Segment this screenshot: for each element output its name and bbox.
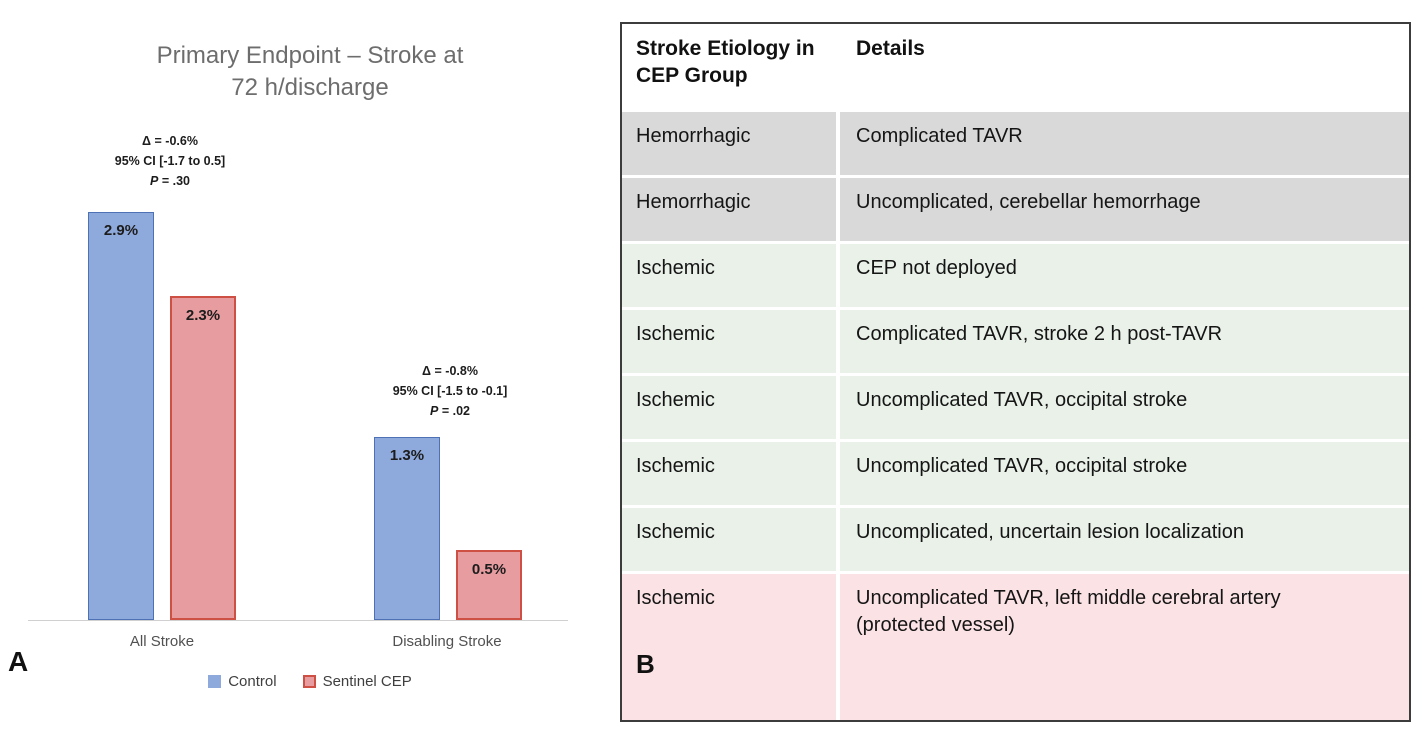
legend-item-sentinel-cep: Sentinel CEP	[302, 673, 412, 690]
plot-area: 2.9% 1.3% 2.3% 0.5%	[28, 120, 568, 621]
annotation-delta: Δ = -0.8%	[422, 364, 478, 378]
x-axis-label-disabling-stroke: Disabling Stroke	[392, 633, 502, 650]
bar-control-disabling-stroke: 1.3%	[374, 437, 440, 620]
bar-sentinel-cep-all-stroke: 2.3%	[170, 296, 236, 620]
table-row: Ischemic Complicated TAVR, stroke 2 h po…	[622, 307, 1409, 373]
header-details-column: Details	[856, 37, 925, 60]
legend-item-control: Control	[208, 673, 277, 690]
panel-a-label: A	[8, 646, 29, 677]
table-row: Hemorrhagic Uncomplicated, cerebellar he…	[622, 175, 1409, 241]
bar-sentinel-cep-disabling-stroke: 0.5%	[456, 550, 522, 620]
chart-title: Primary Endpoint – Stroke at 72 h/discha…	[156, 42, 464, 102]
details-text: Complicated TAVR	[856, 125, 1023, 147]
annotation-disabling-stroke: Δ = -0.8% 95% CI [-1.5 to -0.1] P = .02	[340, 361, 560, 421]
annotation-p-value: P = .02	[430, 404, 470, 418]
etiology-cell: Hemorrhagic	[622, 112, 840, 175]
etiology-text: Ischemic	[636, 455, 715, 477]
control-swatch-icon	[208, 675, 222, 688]
details-cell: Uncomplicated, uncertain lesion localiza…	[840, 508, 1409, 571]
table-row: Ischemic Uncomplicated, uncertain lesion…	[622, 505, 1409, 571]
etiology-cell: Ischemic	[622, 508, 840, 571]
etiology-text: Hemorrhagic	[636, 191, 751, 213]
legend-label: Control	[228, 673, 277, 690]
etiology-cell: Ischemic B	[622, 574, 840, 720]
annotation-delta: Δ = -0.6%	[142, 134, 198, 148]
table-row: Ischemic B Uncomplicated TAVR, left middl…	[622, 571, 1409, 720]
annotation-p-value: P = .30	[150, 174, 190, 188]
details-text: Uncomplicated TAVR, occipital stroke	[856, 455, 1188, 477]
table-header-row: Stroke Etiology in CEP Group Details	[622, 24, 1409, 109]
etiology-cell: Ischemic	[622, 310, 840, 373]
etiology-text: Hemorrhagic	[636, 125, 751, 147]
table-row: Ischemic Uncomplicated TAVR, occipital s…	[622, 373, 1409, 439]
details-text: CEP not deployed	[856, 257, 1017, 279]
annotation-all-stroke: Δ = -0.6% 95% CI [-1.7 to 0.5] P = .30	[60, 131, 280, 191]
details-cell: Uncomplicated, cerebellar hemorrhage	[840, 178, 1409, 241]
details-cell: Uncomplicated TAVR, left middle cerebral…	[840, 574, 1409, 720]
details-text: Uncomplicated TAVR, occipital stroke	[856, 389, 1188, 411]
legend-label: Sentinel CEP	[322, 673, 412, 690]
x-axis-label-all-stroke: All Stroke	[129, 633, 195, 650]
bar-value-label: 2.3%	[185, 307, 221, 324]
etiology-cell: Ischemic	[622, 244, 840, 307]
details-cell: Complicated TAVR, stroke 2 h post-TAVR	[840, 310, 1409, 373]
bar-value-label: 1.3%	[389, 447, 425, 464]
etiology-text: Ischemic	[636, 323, 715, 345]
table-row: Hemorrhagic Complicated TAVR	[622, 109, 1409, 175]
annotation-ci: 95% CI [-1.5 to -0.1]	[392, 384, 508, 398]
annotation-ci: 95% CI [-1.7 to 0.5]	[114, 154, 226, 168]
bar-control-all-stroke: 2.9%	[88, 212, 154, 620]
etiology-cell: Ischemic	[622, 376, 840, 439]
details-text: Complicated TAVR, stroke 2 h post-TAVR	[856, 323, 1223, 345]
panel-b-label: B	[636, 648, 655, 679]
panel-b-table: Stroke Etiology in CEP Group Details Hem…	[620, 22, 1411, 722]
details-text: Uncomplicated, cerebellar hemorrhage	[856, 191, 1201, 213]
details-text: Uncomplicated, uncertain lesion localiza…	[856, 521, 1244, 543]
etiology-text: Ischemic	[636, 389, 715, 411]
etiology-text: Ischemic	[636, 521, 715, 543]
details-cell: CEP not deployed	[840, 244, 1409, 307]
bar-value-label: 0.5%	[471, 561, 507, 578]
details-cell: Uncomplicated TAVR, occipital stroke	[840, 442, 1409, 505]
etiology-cell: Hemorrhagic	[622, 178, 840, 241]
details-cell: Complicated TAVR	[840, 112, 1409, 175]
table-row: Ischemic Uncomplicated TAVR, occipital s…	[622, 439, 1409, 505]
etiology-text: Ischemic	[636, 257, 715, 279]
panel-a-chart: Primary Endpoint – Stroke at 72 h/discha…	[0, 0, 620, 738]
chart-legend: Control Sentinel CEP	[0, 673, 620, 690]
sentinel-cep-swatch-icon	[302, 675, 316, 688]
etiology-cell: Ischemic	[622, 442, 840, 505]
etiology-text: Ischemic	[636, 587, 715, 609]
header-etiology-column: Stroke Etiology in CEP Group	[622, 24, 840, 109]
table-body: Hemorrhagic Complicated TAVR Hemorrhagic…	[622, 109, 1409, 720]
table-row: Ischemic CEP not deployed	[622, 241, 1409, 307]
bar-value-label: 2.9%	[103, 222, 139, 239]
details-text: Uncomplicated TAVR, left middle cerebral…	[856, 587, 1281, 636]
details-cell: Uncomplicated TAVR, occipital stroke	[840, 376, 1409, 439]
